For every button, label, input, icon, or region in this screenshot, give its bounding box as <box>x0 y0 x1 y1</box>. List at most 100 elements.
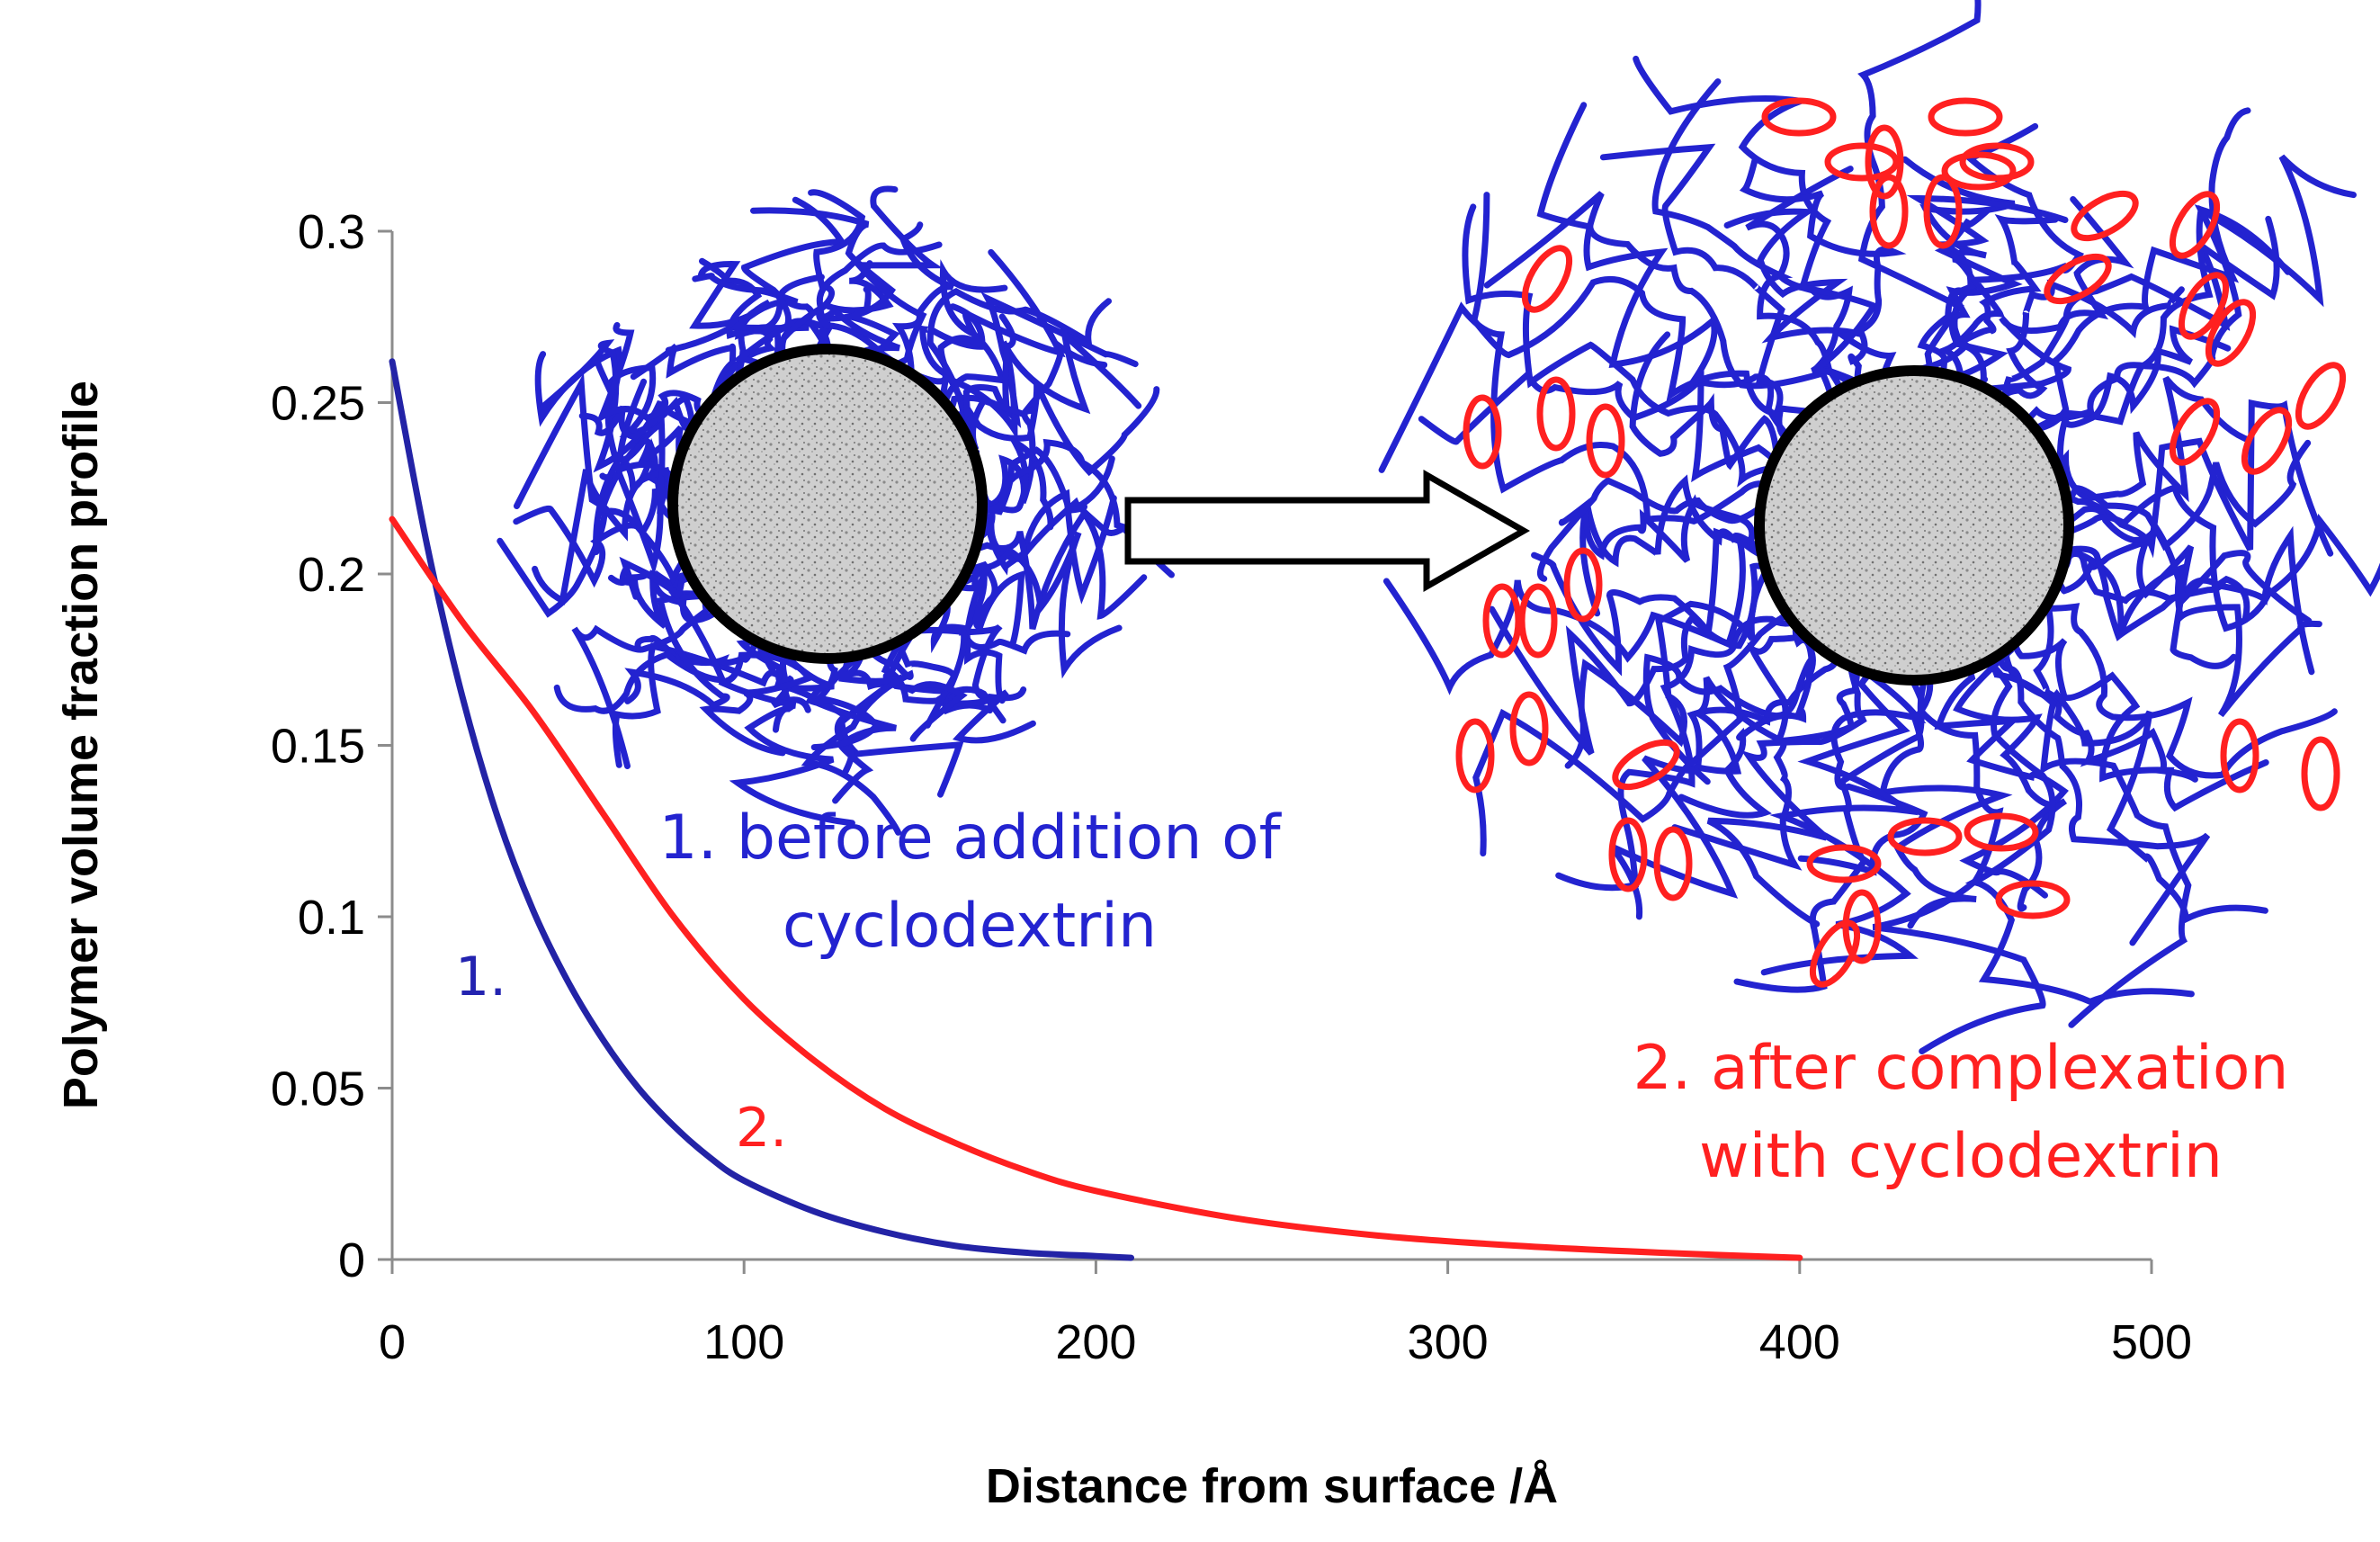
cyclodextrin-ring <box>1824 142 1900 182</box>
cyclodextrin-ring <box>1842 889 1882 964</box>
polymer-chain <box>595 322 722 425</box>
polymer-chain <box>1382 532 1788 695</box>
polymer-chain <box>954 507 1148 631</box>
polymer-chain <box>1797 657 1928 876</box>
series-line-2 <box>389 515 1803 1261</box>
polymer-chain <box>1872 658 2046 1054</box>
polymer-chain <box>816 241 943 373</box>
cyclodextrin-ring <box>2044 253 2112 305</box>
x-axis-title: Distance from surface /Å <box>986 1459 1558 1513</box>
polymer-chain <box>809 637 897 804</box>
polymer-chain <box>1706 645 1867 928</box>
y-tick-label: 0.15 <box>271 720 365 774</box>
polymer-chain <box>1906 194 2069 396</box>
cyclodextrin-ring <box>1928 97 2003 137</box>
polymer-chain <box>961 438 1159 547</box>
caption-before-line2: cyclodextrin <box>783 891 1157 962</box>
polymer-chain <box>612 611 783 768</box>
y-tick-label: 0.25 <box>271 377 365 431</box>
polymer-chain <box>497 488 696 618</box>
cyclodextrin-rings <box>1455 97 2347 988</box>
polymer-chain <box>1471 192 1807 449</box>
polymer-chain <box>1948 213 2059 401</box>
y-axis-title: Polymer volume fraction profile <box>54 381 108 1109</box>
cyclodextrin-ring <box>2071 190 2139 242</box>
cyclodextrin-ring <box>1869 174 1909 249</box>
polymer-chain <box>750 207 897 371</box>
cyclodextrin-ring <box>1612 739 1680 791</box>
polymer-chain <box>2039 551 2322 718</box>
y-axis-ticks: 0 0.05 0.1 0.15 0.2 0.25 0.3 <box>271 205 392 1287</box>
x-axis-ticks: 0 100 200 300 400 500 <box>379 1260 2192 1369</box>
cyclodextrin-ring <box>2220 718 2259 793</box>
polymer-chain <box>1462 203 1794 488</box>
polymer-chain <box>1536 102 1835 427</box>
caption-before-line1: 1. before addition of <box>658 802 1282 874</box>
polymer-chain <box>2001 215 2280 432</box>
x-tick-label: 0 <box>379 1315 406 1369</box>
cyclodextrin-ring <box>1761 97 1837 137</box>
cyclodextrin-ring <box>1518 583 1558 659</box>
polymer-chain <box>852 185 944 376</box>
cyclodextrin-ring <box>1809 919 1861 988</box>
cyclodextrin-ring <box>1463 394 1502 470</box>
polymer-chain <box>2044 536 2237 669</box>
polymer-chain <box>1489 562 1791 756</box>
caption-after-line1: 2. after complexation <box>1633 1033 2288 1104</box>
x-tick-label: 200 <box>1055 1315 1136 1369</box>
cyclodextrin-ring <box>2169 191 2221 259</box>
cyclodextrin-ring <box>2169 398 2221 466</box>
polymer-chain <box>801 633 914 836</box>
polymer-chain <box>1953 647 2067 912</box>
cyclodextrin-ring <box>2301 736 2340 811</box>
cyclodextrin-ring <box>1806 844 1882 883</box>
polymer-chain <box>2035 325 2232 489</box>
polymer-chain <box>1723 208 1868 404</box>
cyclodextrin-ring <box>1964 812 2039 852</box>
y-tick-label: 0.2 <box>298 548 365 602</box>
polymer-chain <box>571 581 721 769</box>
polymer-chain <box>2047 506 2313 624</box>
polymer-chain <box>1671 642 1861 871</box>
cyclodextrin-ring <box>2178 272 2230 340</box>
x-tick-label: 400 <box>1759 1315 1840 1369</box>
polymer-chain <box>1651 78 1848 412</box>
polymer-chain <box>699 629 814 757</box>
polymer-chain <box>692 273 815 379</box>
cyclodextrin-ring <box>1455 718 1495 793</box>
polymer-chain <box>1678 629 1835 819</box>
cyclodextrin-ring <box>2205 299 2257 367</box>
particle-after-illustration <box>1378 0 2380 1054</box>
polymer-chain <box>955 381 1160 477</box>
cyclodextrin-ring <box>1865 124 1904 200</box>
polymer-chain <box>1483 191 1807 448</box>
polymer-chain <box>1599 143 1839 417</box>
y-tick-label: 0.05 <box>271 1062 365 1116</box>
x-tick-label: 500 <box>2111 1315 2192 1369</box>
cyclodextrin-ring <box>1509 691 1549 767</box>
x-tick-label: 100 <box>703 1315 784 1369</box>
y-tick-label: 0.3 <box>298 205 365 259</box>
cyclodextrin-ring <box>1923 174 1963 249</box>
polymer-chain <box>2046 439 2312 551</box>
polymer-chain <box>534 345 704 483</box>
polymer-chain <box>2003 605 2198 783</box>
polymer-chain <box>2016 154 2357 442</box>
cyclodextrin-ring <box>2295 362 2347 430</box>
polymer-chains-after <box>1378 0 2380 1054</box>
caption-after-line2: with cyclodextrin <box>1699 1121 2223 1192</box>
x-tick-label: 300 <box>1408 1315 1489 1369</box>
polymer-chain <box>1760 656 1919 976</box>
y-tick-label: 0.1 <box>298 891 365 945</box>
cyclodextrin-ring <box>1482 583 1522 659</box>
cyclodextrin-ring <box>1959 142 2035 182</box>
cyclodextrin-ring <box>1563 547 1603 623</box>
cyclodextrin-ring <box>1653 826 1693 901</box>
polymer-chain <box>2011 610 2269 812</box>
polymer-chain <box>2045 525 2315 676</box>
polymer-chain <box>1558 494 1781 563</box>
polymer-chain <box>1961 649 2195 1006</box>
cyclodextrin-ring <box>1608 817 1648 892</box>
polymer-chain <box>2046 484 2380 632</box>
